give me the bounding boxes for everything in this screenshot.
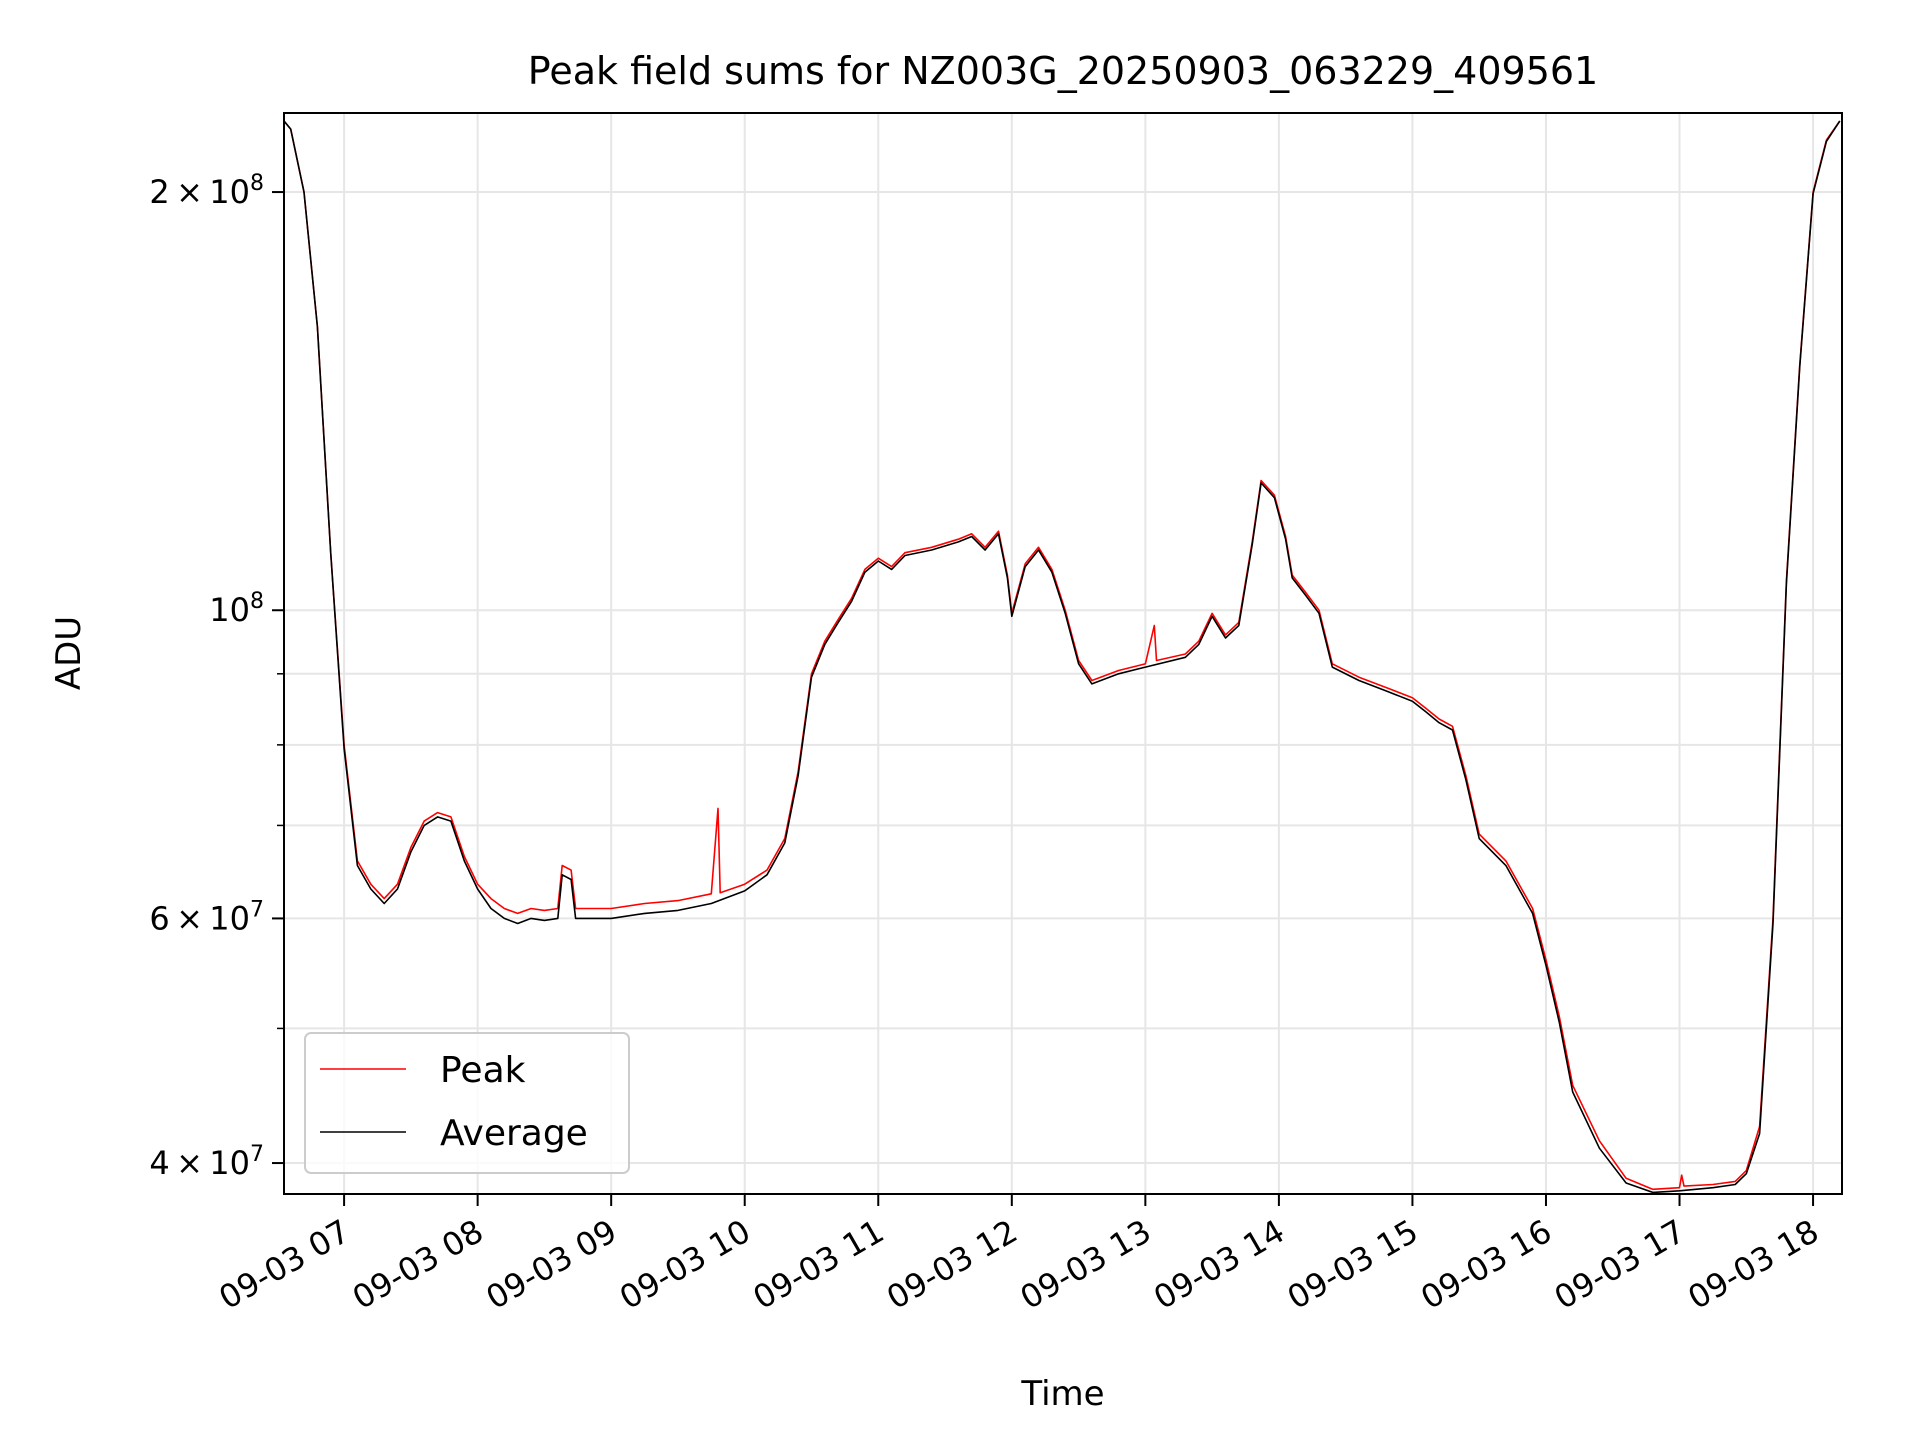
y-tick-label: 4 × 107: [149, 1142, 264, 1182]
legend: Peak Average: [304, 1032, 630, 1174]
plot-frame: [283, 112, 1843, 1195]
y-axis: 4 × 107 6 × 107 108 2 × 108: [149, 171, 284, 1182]
chart-title: Peak field sums for NZ003G_20250903_0632…: [528, 49, 1598, 93]
legend-label-peak: Peak: [440, 1050, 526, 1091]
y-tick-label: 2 × 108: [149, 171, 264, 211]
series-line-peak: [283, 120, 1841, 1191]
y-axis-label: ADU: [49, 616, 89, 690]
legend-box: [304, 1032, 630, 1174]
series-layer: [283, 120, 1841, 1194]
x-axis-label: Time: [1020, 1374, 1104, 1414]
grid-lines: [284, 113, 1842, 1194]
y-tick-label: 108: [209, 589, 264, 629]
y-tick-label: 6 × 107: [149, 897, 264, 937]
legend-label-average: Average: [440, 1113, 588, 1154]
series-line-average: [283, 120, 1841, 1194]
